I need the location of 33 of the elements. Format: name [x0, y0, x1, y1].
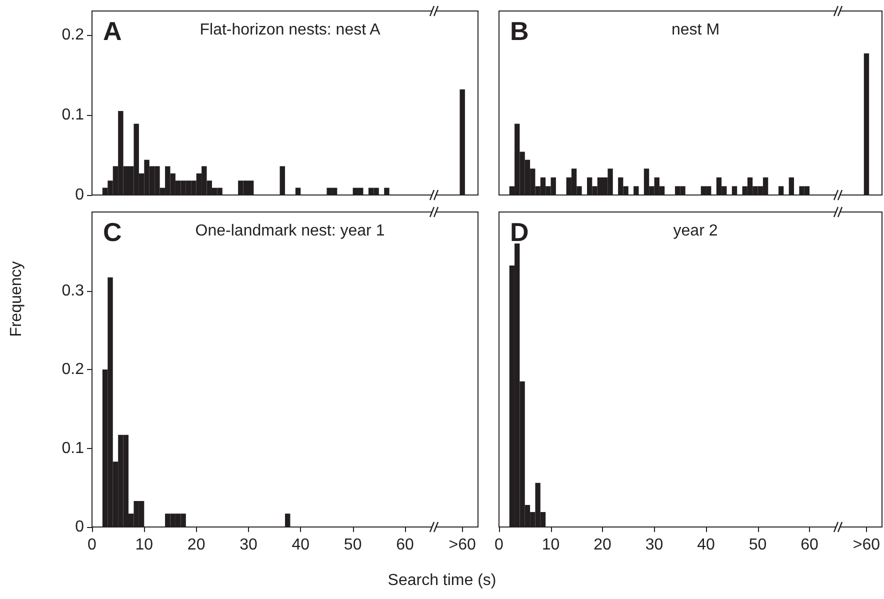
y-tick-label: 0.1 [62, 106, 84, 124]
x-tick-label: 0 [494, 536, 504, 554]
x-tick-label: 30 [240, 536, 258, 554]
y-tick-label: 0.2 [62, 26, 84, 44]
y-tick-label: 0 [75, 518, 84, 536]
text: Flat-horizon nests: nest A [200, 22, 381, 38]
x-tick-label: 60 [800, 536, 819, 554]
x-tick-label: 50 [748, 536, 767, 554]
x-tick-label: 40 [697, 536, 716, 554]
chart-title: B [510, 16, 529, 46]
x-tick-label: 20 [594, 536, 612, 554]
x-tick-label: >60 [852, 536, 880, 554]
x-tick-label: 10 [542, 536, 560, 554]
chart-title: A [103, 16, 122, 46]
y-tick-label: 0.2 [62, 361, 84, 378]
chart-title: D [510, 217, 529, 247]
y-axis-title: Frequency [8, 260, 26, 339]
x-axis-title: Search time (s) [386, 572, 498, 590]
x-tick-label: 50 [344, 536, 362, 554]
x-tick-label: 60 [396, 536, 414, 554]
x-tick-label: 30 [645, 536, 664, 554]
y-tick-label: 0 [75, 186, 84, 204]
chart-title: C [103, 217, 122, 247]
x-tick-label: >60 [448, 536, 476, 554]
x-tick-label: 0 [88, 536, 97, 554]
x-tick-label: 10 [135, 536, 154, 554]
text: year 2 [673, 222, 718, 240]
y-tick-label: 0.1 [62, 440, 84, 457]
x-tick-label: 20 [187, 536, 206, 554]
text: nest M [671, 22, 720, 38]
x-tick-label: 40 [292, 536, 310, 554]
y-tick-label: 0.3 [62, 282, 84, 300]
text: One-landmark nest: year 1 [195, 222, 385, 240]
